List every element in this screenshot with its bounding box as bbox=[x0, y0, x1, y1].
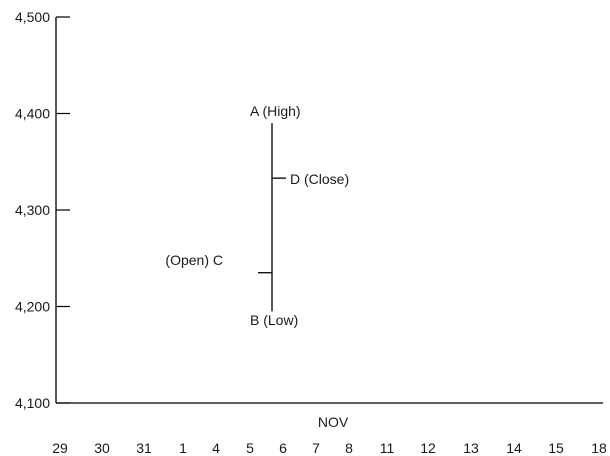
high-annotation: A (High) bbox=[250, 103, 301, 119]
x-tick-label: 14 bbox=[506, 440, 522, 456]
ohlc-annotations: A (High) D (Close) (Open) C B (Low) bbox=[165, 103, 349, 328]
x-tick-label: 18 bbox=[591, 440, 607, 456]
low-annotation: B (Low) bbox=[250, 312, 298, 328]
x-tick-label: 6 bbox=[279, 440, 287, 456]
y-tick-label: 4,500 bbox=[15, 9, 50, 25]
x-tick-label: 31 bbox=[136, 440, 152, 456]
y-tick-label: 4,200 bbox=[15, 299, 50, 315]
x-tick-label: 12 bbox=[420, 440, 436, 456]
x-tick-label: 29 bbox=[52, 440, 68, 456]
y-tick-label: 4,300 bbox=[15, 202, 50, 218]
x-tick-label: 30 bbox=[94, 440, 110, 456]
x-tick-label: 7 bbox=[312, 440, 320, 456]
x-tick-label: 15 bbox=[548, 440, 564, 456]
x-tick-label: 5 bbox=[246, 440, 254, 456]
x-tick-label: 4 bbox=[212, 440, 220, 456]
x-tick-labels: 29 30 31 1 4 5 6 7 8 11 12 13 14 15 18 bbox=[52, 440, 607, 456]
x-tick-label: 8 bbox=[345, 440, 353, 456]
ohlc-bar bbox=[258, 123, 286, 312]
y-ticks: 4,500 4,400 4,300 4,200 4,100 bbox=[15, 9, 70, 411]
x-tick-label: 11 bbox=[380, 440, 395, 456]
x-tick-label: 1 bbox=[179, 440, 187, 456]
x-axis-title: NOV bbox=[318, 414, 349, 430]
y-tick-label: 4,400 bbox=[15, 106, 50, 122]
open-annotation: (Open) C bbox=[165, 252, 223, 268]
x-tick-label: 13 bbox=[463, 440, 479, 456]
close-annotation: D (Close) bbox=[290, 171, 349, 187]
y-tick-label: 4,100 bbox=[15, 395, 50, 411]
